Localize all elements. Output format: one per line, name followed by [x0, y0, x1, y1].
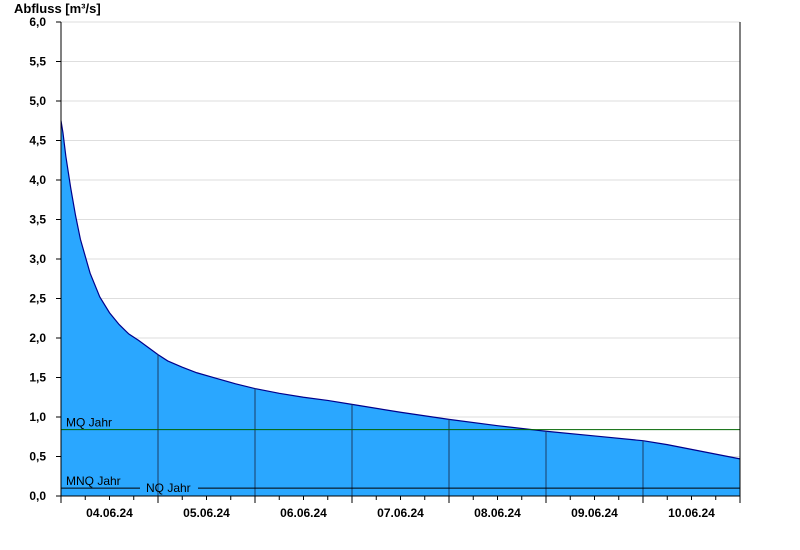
y-tick-label: 2,5: [29, 292, 46, 306]
y-tick-label: 4,5: [29, 134, 46, 148]
x-tick-label: 10.06.24: [668, 506, 715, 520]
x-tick-label: 08.06.24: [474, 506, 521, 520]
area-layer: [60, 120, 741, 496]
y-tick-label: 0,0: [29, 489, 46, 503]
y-tick-label: 5,0: [29, 94, 46, 108]
y-tick-label: 4,0: [29, 173, 46, 187]
x-ticks: 04.06.24 05.06.24 06.06.24 07.06.24 08.06.24…: [60, 496, 741, 520]
x-tick-label: 04.06.24: [86, 506, 133, 520]
day-separators: [157, 354, 644, 496]
discharge-line: [60, 120, 741, 460]
x-tick-label: 05.06.24: [183, 506, 230, 520]
y-tick-label: 0,5: [29, 450, 46, 464]
x-tick-label: 06.06.24: [280, 506, 327, 520]
y-tick-label: 1,0: [29, 410, 46, 424]
reference-lines: MQ Jahr MNQ Jahr NQ Jahr: [61, 416, 740, 495]
x-tick-label: 07.06.24: [377, 506, 424, 520]
y-ticks: 0,0 0,5 1,0 1,5 2,0 2,5 3,0 3,5 4,0 4,5 5,0 5,5 6,0: [29, 15, 61, 503]
y-axis-title: Abfluss [m³/s]: [14, 1, 101, 16]
y-tick-label: 3,0: [29, 252, 46, 266]
reference-line-label: NQ Jahr: [146, 481, 191, 495]
y-tick-label: 2,0: [29, 331, 46, 345]
y-tick-label: 3,5: [29, 213, 46, 227]
discharge-area: [61, 120, 740, 496]
y-tick-label: 5,5: [29, 55, 46, 69]
y-tick-label: 1,5: [29, 371, 46, 385]
reference-line-label: MQ Jahr: [66, 416, 112, 430]
x-tick-label: 09.06.24: [571, 506, 618, 520]
y-tick-label: 6,0: [29, 15, 46, 29]
reference-line-label: MNQ Jahr: [66, 474, 121, 488]
